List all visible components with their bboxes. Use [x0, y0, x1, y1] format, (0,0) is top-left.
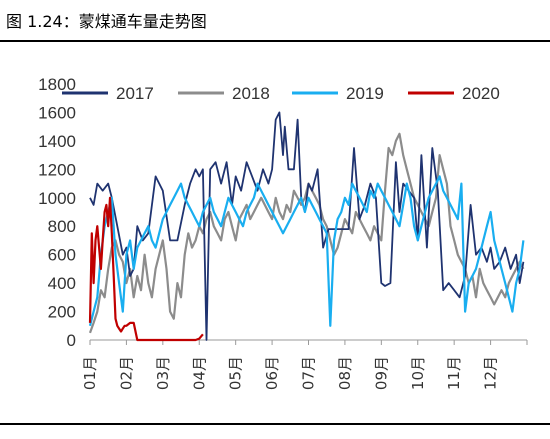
series-line-2019 [88, 175, 525, 327]
y-tick-label: 1000 [38, 189, 76, 208]
x-tick-label: 05月 [227, 356, 245, 390]
x-tick-label: 09月 [372, 356, 390, 390]
series-line-2017 [89, 111, 525, 341]
chart-axes: 0 200 400 600 800 1000 1200 1400 1600 1800 01月 02月 0… [38, 75, 528, 390]
chart-series [88, 111, 525, 342]
bottom-rule [0, 423, 550, 425]
x-tick-label: 12月 [482, 356, 500, 390]
x-tick-label: 03月 [154, 356, 172, 390]
y-tick-label: 800 [48, 217, 76, 236]
x-tick-label: 06月 [263, 356, 281, 390]
y-tick-label: 1600 [38, 103, 76, 122]
legend-label-2019: 2019 [346, 84, 384, 103]
legend-label-2020: 2020 [462, 84, 500, 103]
series-line-2020 [88, 196, 204, 342]
x-tick-label: 11月 [445, 356, 463, 390]
legend-label-2018: 2018 [232, 84, 270, 103]
y-tick-label: 0 [67, 331, 76, 350]
legend-label-2017: 2017 [116, 84, 154, 103]
chart-legend: 2017 2018 2019 2020 [62, 84, 500, 103]
y-tick-label: 1200 [38, 160, 76, 179]
y-tick-label: 600 [48, 246, 76, 265]
y-tick-label: 1800 [38, 75, 76, 94]
figure-title: 图 1.24：蒙煤通车量走势图 [6, 12, 207, 31]
y-tick-label: 400 [48, 274, 76, 293]
x-tick-label: 08月 [336, 356, 354, 390]
y-tick-label: 1400 [38, 132, 76, 151]
series-line-2018 [88, 132, 525, 334]
x-tick-label: 10月 [409, 356, 427, 390]
x-tick-label: 01月 [81, 356, 99, 390]
top-rule [0, 40, 550, 42]
x-tick-label: 04月 [190, 356, 208, 390]
y-tick-label: 200 [48, 303, 76, 322]
x-tick-label: 02月 [117, 356, 135, 390]
x-tick-label: 07月 [300, 356, 318, 390]
